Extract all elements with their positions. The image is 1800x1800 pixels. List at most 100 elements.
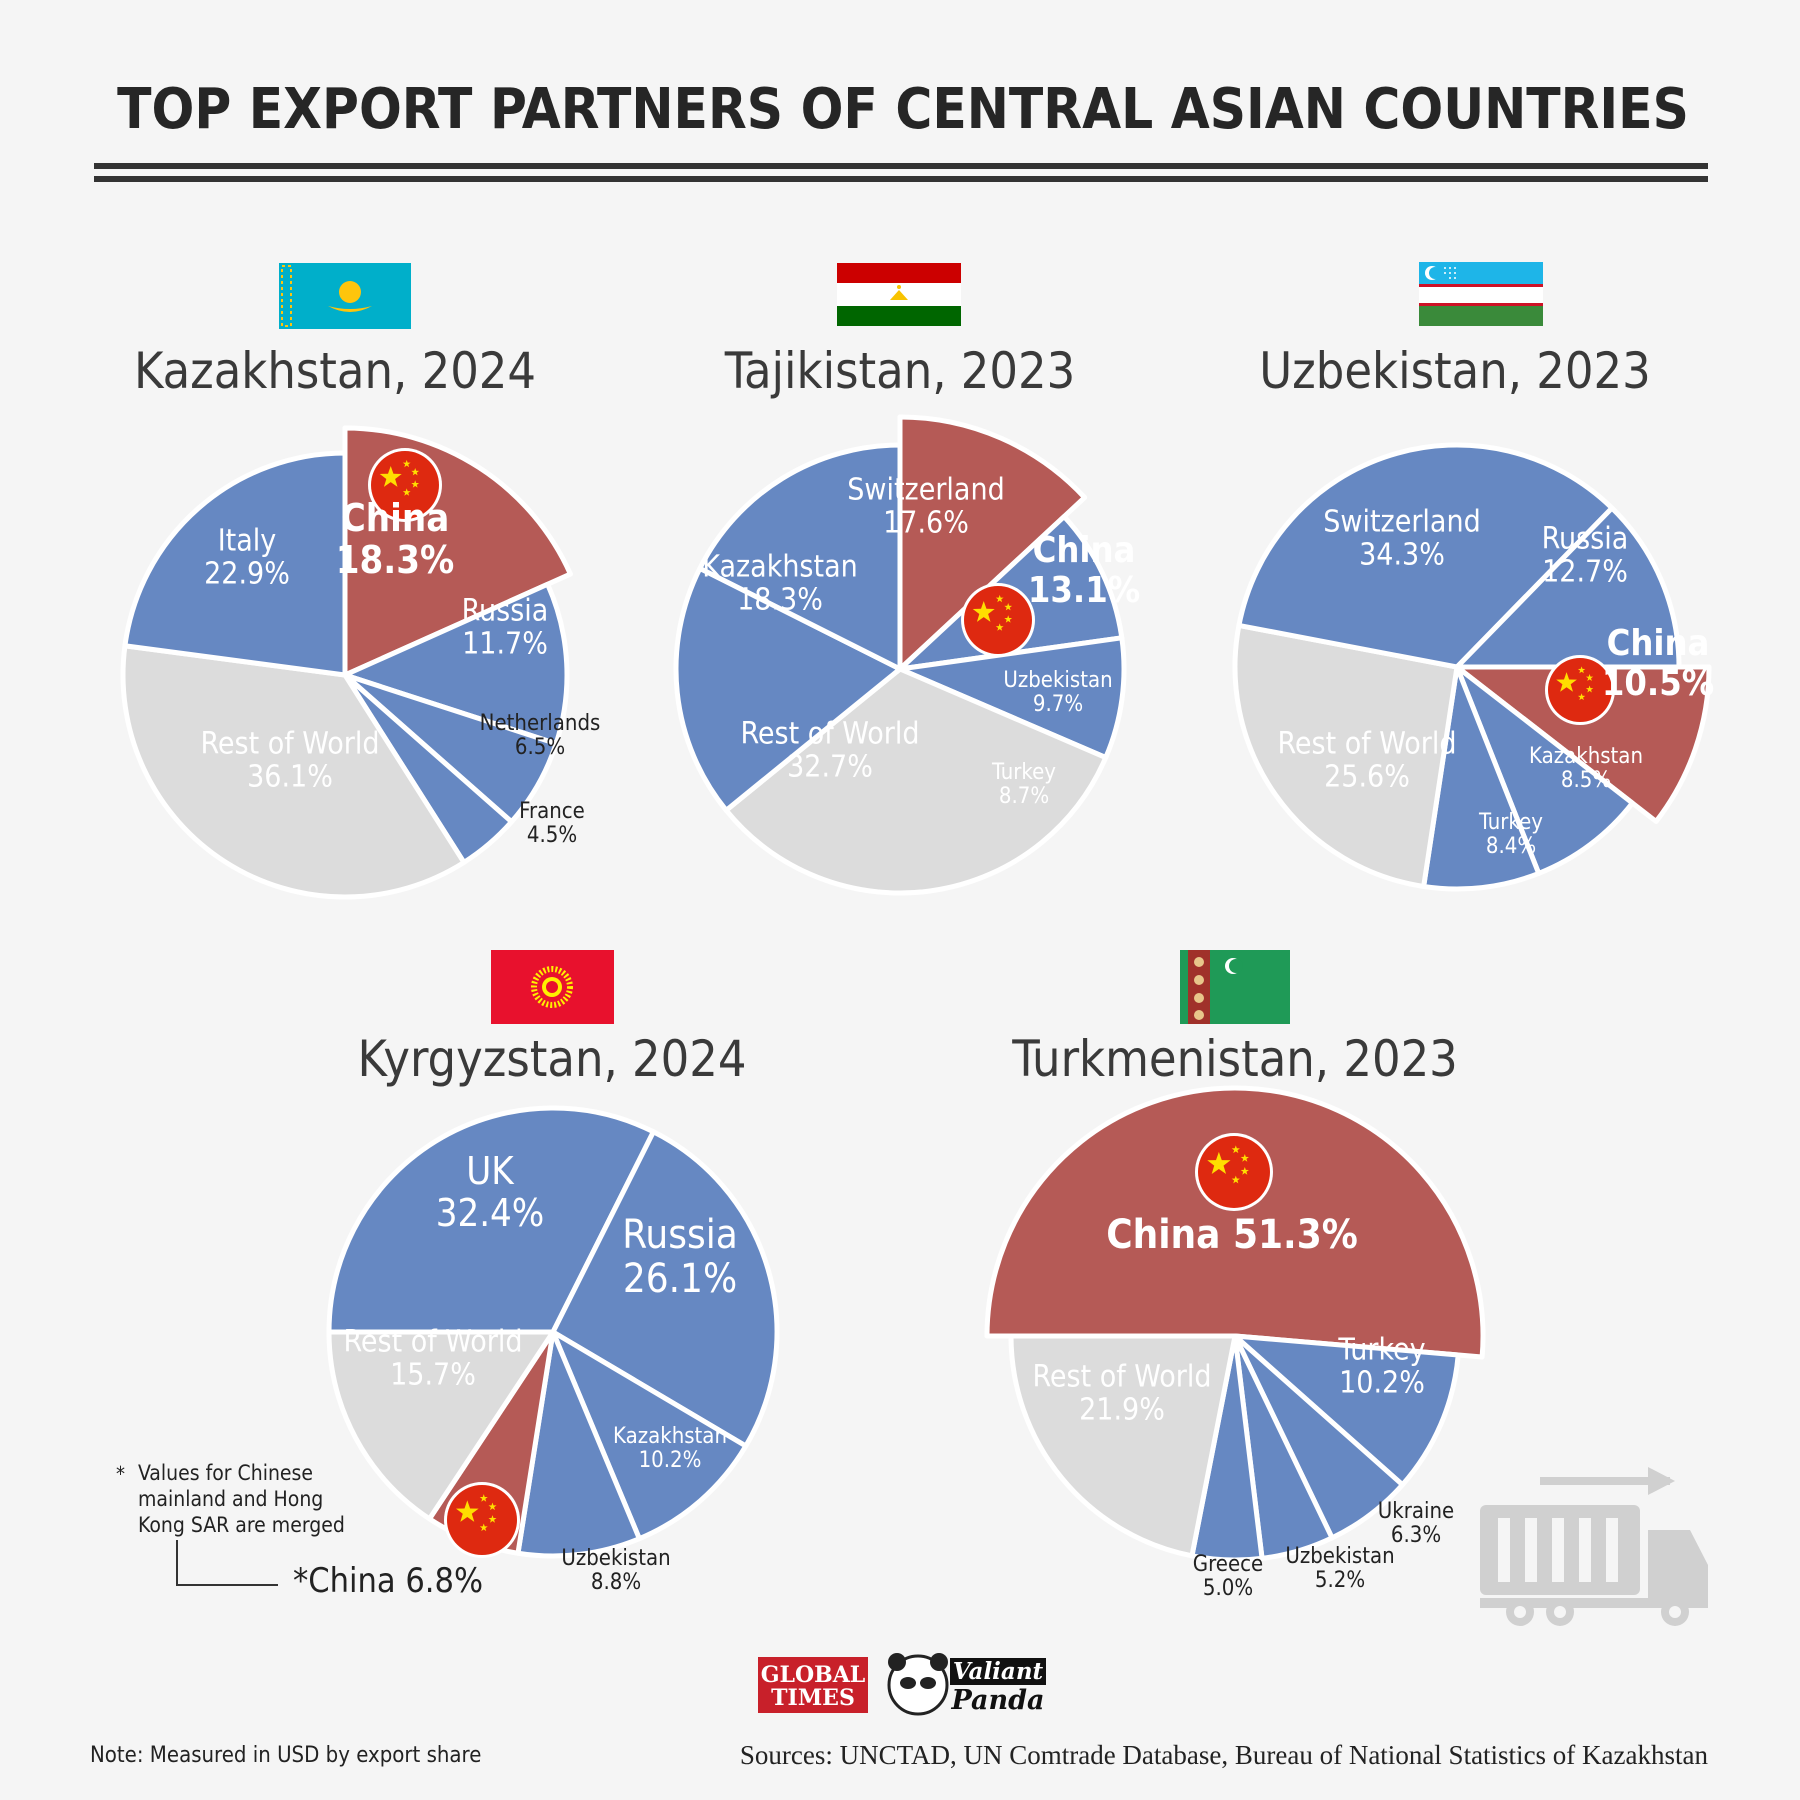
- tajikistan-flag: [837, 263, 961, 326]
- slice-label-netherlands: Netherlands: [480, 711, 601, 736]
- svg-text:GLOBAL: GLOBAL: [761, 1662, 866, 1688]
- slice-value-china: 13.1%: [1028, 570, 1140, 611]
- slice-italy: [122, 450, 348, 678]
- slice-uk: [326, 1105, 656, 1335]
- footnote-connector: [176, 1540, 278, 1586]
- chart-title-tajikistan-2023: Tajikistan, 2023: [724, 342, 1075, 400]
- slice-label-switzerland: Switzerland: [1323, 505, 1480, 540]
- slice-russia: [342, 581, 570, 747]
- slice-label-rest-of-world: Rest of World: [344, 1325, 523, 1360]
- turkmenistan-flag: [1180, 950, 1290, 1024]
- slice-label-turkey: Turkey: [1337, 1333, 1425, 1368]
- slice-label-italy: Italy: [218, 524, 277, 559]
- slices: [984, 1085, 1486, 1563]
- chart-title-turkmenistan-2023: Turkmenistan, 2023: [1011, 1030, 1458, 1088]
- slice-label-kazakhstan: Kazakhstan: [1529, 744, 1643, 769]
- title-rule-bottom: [94, 176, 1708, 182]
- slice-value-uk: 32.4%: [436, 1191, 545, 1235]
- slice-turkey: [1232, 1333, 1461, 1488]
- slice-label-kazakhstan: Kazakhstan: [613, 1424, 727, 1449]
- footer-sources: Sources: UNCTAD, UN Comtrade Database, B…: [740, 1740, 1709, 1770]
- chart-title-kazakhstan-2024: Kazakhstan, 2024: [134, 342, 536, 400]
- slice-kazakhstan: [550, 1329, 749, 1542]
- slice-china: [984, 1085, 1486, 1360]
- footer-note: Note: Measured in USD by export share: [90, 1743, 481, 1768]
- slice-value-switzerland: 17.6%: [883, 506, 969, 541]
- footnote-line-3: Kong SAR are merged: [138, 1513, 345, 1537]
- slice-label-ukraine: Ukraine: [1378, 1499, 1454, 1524]
- slice-value-turkey: 8.7%: [999, 784, 1049, 809]
- title-rule-top: [94, 163, 1708, 169]
- slice-label-china: China: [341, 496, 450, 540]
- slice-value-china: 18.3%: [336, 538, 455, 582]
- slice-china: [1454, 664, 1712, 824]
- slice-value-uzbekistan: 9.7%: [1033, 692, 1083, 717]
- slice-label-uzbekistan: Uzbekistan: [561, 1546, 670, 1571]
- kyrgyzstan-flag: [491, 950, 614, 1024]
- valiant-panda-logo: Valiant Panda: [887, 1653, 1046, 1716]
- slice-value-greece: 5.0%: [1203, 1576, 1253, 1601]
- slice-rest-of-world: [120, 643, 467, 900]
- slice-value-kazakhstan: 10.2%: [639, 1448, 702, 1473]
- slice-value-russia: 11.7%: [462, 627, 548, 662]
- slice-switzerland: [697, 442, 903, 672]
- slice-label-turkey: Turkey: [991, 760, 1056, 785]
- slice-kazakhstan: [673, 565, 903, 813]
- slice-label-russia: Russia: [622, 1212, 738, 1258]
- chart-title-kyrgyzstan-2024: Kyrgyzstan, 2024: [357, 1030, 746, 1088]
- slice-label-rest-of-world: Rest of World: [1278, 727, 1457, 762]
- slice-value-uzbekistan: 8.8%: [591, 1570, 641, 1595]
- slice-value-turkey: 8.4%: [1486, 834, 1536, 859]
- chart-title-uzbekistan-2023: Uzbekistan, 2023: [1259, 342, 1651, 400]
- uzbekistan-flag: [1419, 262, 1543, 326]
- slice-label-kazakhstan: Kazakhstan: [702, 550, 857, 585]
- slice-value-russia: 12.7%: [1542, 555, 1628, 590]
- slice-value-turkey: 10.2%: [1339, 1366, 1425, 1401]
- slice-value-uzbekistan: 5.2%: [1315, 1568, 1365, 1593]
- slice-uzbekistan: [515, 1329, 642, 1559]
- slice-value-rest-of-world: 25.6%: [1324, 760, 1410, 795]
- slice-rest-of-world: [1008, 1333, 1238, 1559]
- slice-value-netherlands: 6.5%: [515, 735, 565, 760]
- pie-charts: Kazakhstan, 2024China18.3%Russia11.7%Net…: [120, 342, 1714, 1601]
- slice-turkey: [1421, 664, 1542, 892]
- slice-value-rest-of-world: 32.7%: [787, 750, 873, 785]
- slice-value-kazakhstan: 18.3%: [737, 583, 823, 618]
- china-flag-icon: [961, 583, 1035, 657]
- slice-value-russia: 26.1%: [623, 1256, 737, 1302]
- slice-value-rest-of-world: 15.7%: [390, 1358, 476, 1393]
- page-title: TOP EXPORT PARTNERS OF CENTRAL ASIAN COU…: [117, 77, 1689, 142]
- slice-label-russia: Russia: [462, 594, 549, 629]
- footnote-line-1: Values for Chinese: [138, 1461, 313, 1485]
- footnote-marker: *: [116, 1462, 125, 1486]
- slice-russia: [1454, 505, 1682, 670]
- svg-text:Valiant: Valiant: [953, 1658, 1044, 1685]
- slice-label-rest-of-world: Rest of World: [201, 727, 380, 762]
- china-flag-icon: [368, 448, 442, 522]
- slice-turkey: [897, 635, 1127, 761]
- slice-label-switzerland: Switzerland: [847, 473, 1004, 508]
- slices: [1232, 442, 1712, 892]
- slice-value-ukraine: 6.3%: [1391, 1523, 1441, 1548]
- kazakhstan-flag: [279, 263, 411, 329]
- china-flag-icon: [1195, 1133, 1273, 1211]
- svg-text:Panda: Panda: [950, 1685, 1044, 1716]
- slice-rest-of-world: [326, 1329, 556, 1522]
- slice-label-uzbekistan: Uzbekistan: [1003, 668, 1112, 693]
- slice-value-switzerland: 34.3%: [1359, 538, 1445, 573]
- slice-label-france: France: [519, 799, 585, 824]
- china-flag-icon: [1545, 655, 1615, 725]
- slice-label-uk: UK: [466, 1149, 515, 1193]
- svg-text:TIMES: TIMES: [771, 1685, 855, 1711]
- slice-label-uzbekistan: Uzbekistan: [1285, 1544, 1394, 1569]
- slice-value-france: 4.5%: [527, 823, 577, 848]
- slice-rest-of-world: [1232, 622, 1460, 889]
